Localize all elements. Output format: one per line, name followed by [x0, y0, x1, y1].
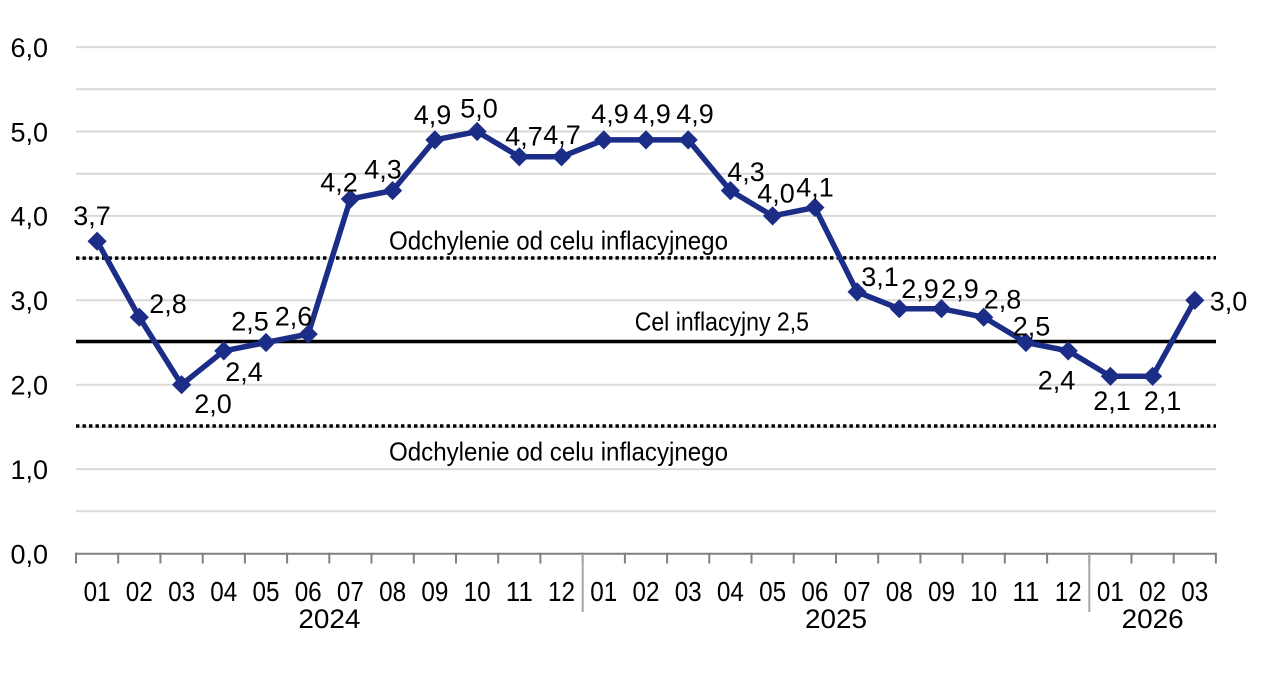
svg-text:11: 11 [506, 576, 533, 607]
svg-text:04: 04 [717, 576, 744, 607]
svg-text:2,1: 2,1 [1144, 386, 1182, 416]
svg-text:1,0: 1,0 [10, 455, 48, 485]
svg-text:11: 11 [1012, 576, 1039, 607]
svg-text:4,0: 4,0 [757, 178, 795, 208]
svg-text:2025: 2025 [805, 604, 867, 634]
svg-text:02: 02 [633, 576, 660, 607]
svg-text:2024: 2024 [298, 604, 360, 634]
svg-text:4,7: 4,7 [543, 120, 581, 150]
svg-text:4,0: 4,0 [10, 202, 48, 232]
svg-text:01: 01 [1097, 576, 1124, 607]
svg-text:2,5: 2,5 [231, 306, 269, 336]
svg-text:4,3: 4,3 [727, 157, 765, 187]
svg-text:07: 07 [337, 576, 364, 607]
svg-text:12: 12 [548, 576, 575, 607]
svg-text:2,0: 2,0 [10, 371, 48, 401]
svg-text:4,9: 4,9 [591, 99, 629, 129]
svg-text:4,9: 4,9 [414, 100, 452, 130]
svg-text:0,0: 0,0 [10, 539, 48, 569]
svg-text:2,4: 2,4 [225, 357, 263, 387]
svg-text:4,7: 4,7 [505, 121, 543, 151]
svg-text:2,1: 2,1 [1093, 386, 1131, 416]
svg-text:2,5: 2,5 [1013, 311, 1051, 341]
svg-text:3,7: 3,7 [73, 201, 111, 231]
svg-text:6,0: 6,0 [10, 33, 48, 63]
svg-text:5,0: 5,0 [460, 93, 498, 123]
svg-text:2026: 2026 [1122, 604, 1184, 634]
svg-text:4,9: 4,9 [633, 99, 671, 129]
svg-text:2,8: 2,8 [149, 289, 187, 319]
svg-text:5,0: 5,0 [10, 117, 48, 147]
svg-text:Odchylenie od celu inflacyjneg: Odchylenie od celu inflacyjnego [389, 225, 728, 255]
svg-text:4,2: 4,2 [320, 167, 358, 197]
svg-text:10: 10 [970, 576, 997, 607]
svg-text:06: 06 [295, 576, 322, 607]
svg-text:3,1: 3,1 [861, 262, 899, 292]
svg-text:Odchylenie od celu inflacyjneg: Odchylenie od celu inflacyjnego [389, 436, 728, 466]
svg-text:03: 03 [675, 576, 702, 607]
svg-text:2,9: 2,9 [941, 274, 979, 304]
svg-text:01: 01 [84, 576, 111, 607]
svg-text:3,0: 3,0 [10, 286, 48, 316]
svg-text:2,6: 2,6 [275, 301, 313, 331]
svg-text:09: 09 [928, 576, 955, 607]
svg-text:Cel inflacyjny 2,5: Cel inflacyjny 2,5 [635, 307, 809, 337]
svg-text:02: 02 [1139, 576, 1166, 607]
svg-text:2,8: 2,8 [984, 284, 1022, 314]
svg-text:07: 07 [844, 576, 871, 607]
svg-text:06: 06 [801, 576, 828, 607]
svg-text:2,4: 2,4 [1038, 365, 1076, 395]
svg-text:4,1: 4,1 [796, 172, 834, 202]
svg-text:03: 03 [168, 576, 195, 607]
svg-text:4,9: 4,9 [676, 99, 714, 129]
svg-text:03: 03 [1181, 576, 1208, 607]
svg-text:09: 09 [421, 576, 448, 607]
svg-text:05: 05 [759, 576, 786, 607]
svg-text:12: 12 [1055, 576, 1082, 607]
svg-text:4,3: 4,3 [364, 154, 402, 184]
svg-text:2,9: 2,9 [901, 274, 939, 304]
svg-text:05: 05 [253, 576, 280, 607]
svg-text:04: 04 [210, 576, 237, 607]
svg-text:01: 01 [590, 576, 617, 607]
svg-text:02: 02 [126, 576, 153, 607]
svg-text:2,0: 2,0 [194, 389, 232, 419]
svg-text:3,0: 3,0 [1210, 286, 1248, 316]
svg-text:10: 10 [464, 576, 491, 607]
svg-text:08: 08 [886, 576, 913, 607]
svg-text:08: 08 [379, 576, 406, 607]
